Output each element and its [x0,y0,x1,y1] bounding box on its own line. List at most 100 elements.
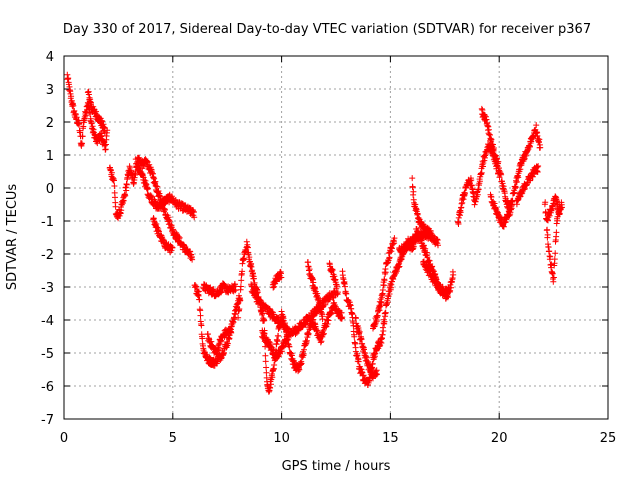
data-point [310,279,317,286]
data-point [102,129,108,136]
data-point [368,366,375,373]
data-point [462,190,468,197]
data-point [478,169,485,176]
data-point [329,267,336,274]
data-point [117,210,124,217]
data-point [512,184,519,191]
data-point [382,269,389,276]
data-point [111,177,117,184]
data-point [270,284,277,291]
data-point [409,184,416,191]
data-point [79,133,86,140]
data-point [486,132,493,138]
data-point [428,232,435,239]
data-point [319,316,326,323]
data-point [173,229,180,236]
data-point [298,360,305,367]
data-point [552,250,559,257]
x-tick-label: 0 [60,431,68,446]
data-point [553,229,560,236]
x-tick-label: 10 [273,431,290,446]
data-point [197,307,204,314]
data-point [275,314,282,321]
data-point [386,291,393,297]
data-point [544,226,551,233]
data-point [169,244,176,251]
data-point [537,144,544,151]
x-tick-label: 20 [491,431,508,446]
data-point [73,114,80,121]
data-point [351,333,358,340]
data-point [303,337,310,344]
data-point [204,331,211,337]
data-point [548,261,555,268]
data-point [342,283,348,290]
data-point [118,207,125,214]
data-point [324,321,331,327]
data-point [123,187,130,194]
grid-layer [64,56,608,419]
x-tick-label: 25 [600,431,617,446]
data-point [224,340,231,347]
data-point [239,268,246,275]
data-point [379,331,386,338]
data-point [193,283,200,290]
data-point [148,193,155,200]
data-point [251,287,258,294]
data-point [170,226,177,233]
data-point [309,275,316,282]
data-point [89,123,96,130]
data-point [122,192,129,199]
data-point [199,335,206,342]
data-point [396,263,403,270]
data-point [547,253,554,260]
data-point [508,202,515,208]
data-point [422,245,429,252]
data-point [549,270,556,277]
data-point [286,343,293,350]
data-point [191,214,198,221]
data-point [490,145,497,151]
data-point [352,315,359,322]
data-point [410,188,417,195]
data-point [556,210,563,217]
data-point [144,185,151,192]
data-point [380,282,387,289]
y-tick-label: 2 [46,116,54,131]
data-point [478,171,485,178]
data-point [250,275,257,282]
data-point [275,332,282,339]
data-point [99,118,106,125]
data-point [536,136,543,143]
data-point [153,221,160,227]
data-point [455,221,462,227]
y-tick-label: 1 [46,149,54,164]
y-tick-label: -1 [41,215,54,230]
data-point [263,364,270,371]
data-point [236,306,243,312]
data-point [550,274,557,281]
data-point [470,190,477,197]
data-point [338,315,345,321]
data-point [262,358,269,365]
y-tick-label: -7 [41,413,54,428]
data-point [325,317,332,324]
data-point [354,352,361,359]
data-point [513,178,520,185]
data-point [108,169,115,176]
data-point [249,267,256,274]
data-point [339,314,346,321]
data-point [244,241,251,248]
y-tick-label: -6 [41,380,54,395]
data-point [533,122,540,129]
y-tick-label: -5 [41,347,54,362]
data-point [76,120,83,127]
data-point [100,121,107,128]
data-point [123,181,130,188]
data-point [511,189,518,196]
data-point [245,244,251,251]
x-tick-label: 5 [169,431,177,446]
data-point [196,296,203,303]
data-point [382,309,389,316]
